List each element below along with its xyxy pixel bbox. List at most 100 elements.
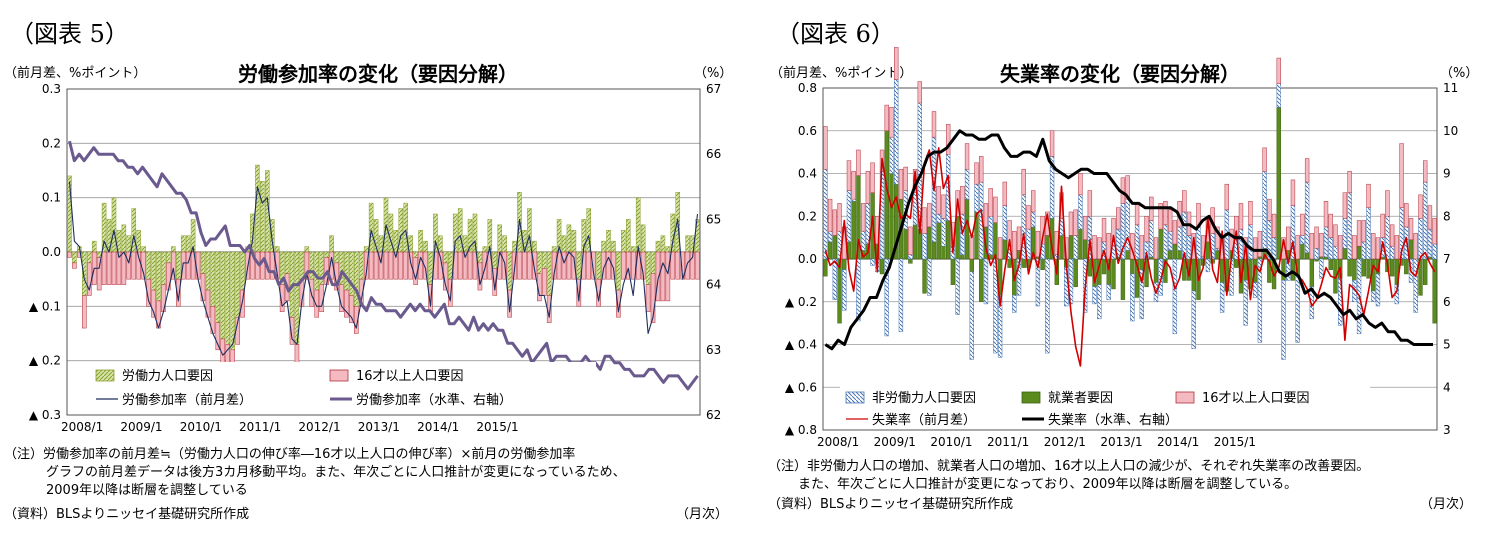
non-labor-force-bar (832, 258, 837, 300)
labor-force-bar (502, 235, 507, 253)
right-tick-label: 10 (1443, 124, 1458, 138)
age16-bar (1408, 218, 1414, 241)
figure-5-source: （資料）BLSよりニッセイ基礎研究所作成 (4, 507, 250, 522)
non-labor-force-bar (988, 216, 993, 255)
labor-force-bar (126, 235, 132, 253)
labor-force-bar (260, 181, 265, 253)
labor-force-bar (72, 251, 77, 264)
age16-bar (1049, 130, 1055, 157)
age16-bar (675, 251, 681, 280)
age16-bar (96, 257, 102, 291)
age16-bar (630, 251, 636, 280)
left-tick-label: ▲ 0.3 (29, 408, 61, 422)
non-labor-force-bar (1252, 282, 1258, 298)
labor-force-bar (151, 251, 156, 291)
age16-bar (151, 289, 156, 318)
employment-bar (1366, 258, 1371, 279)
age16-bar (482, 251, 488, 280)
age16-bar (269, 251, 275, 280)
x-tick-label: 2008/1 (61, 420, 103, 434)
employment-bar (1342, 248, 1348, 260)
age16-bar (1158, 203, 1163, 230)
legend-employment-label: 就業者要因 (1048, 390, 1113, 406)
figure-6-left-unit: （前月差、%ポイント） (770, 66, 913, 81)
x-tick-label: 2015/1 (1214, 435, 1256, 449)
left-tick-label: ▲ 0.1 (29, 299, 61, 313)
age16-bar (556, 251, 562, 280)
age16-bar (665, 251, 671, 302)
labor-force-bar (205, 251, 211, 291)
age16-bar (378, 251, 384, 280)
employment-bar (1423, 258, 1428, 285)
age16-bar (1432, 218, 1437, 245)
employment-bar (945, 220, 951, 260)
non-labor-force-bar (1427, 228, 1433, 258)
labor-force-bar (220, 251, 226, 340)
non-labor-force-bar (870, 258, 875, 266)
age16-bar (1021, 168, 1026, 196)
employment-bar (1149, 256, 1154, 260)
age16-bar (1366, 183, 1371, 208)
non-labor-force-bar (936, 213, 941, 223)
age16-bar (101, 251, 107, 285)
employment-bar (1177, 250, 1182, 260)
employment-bar (1068, 235, 1074, 260)
x-tick-label: 2011/1 (987, 435, 1029, 449)
figure-5-label: （図表 5） (10, 20, 129, 48)
non-labor-force-bar (997, 295, 1003, 358)
age16-bar (941, 194, 946, 219)
x-tick-label: 2014/1 (417, 420, 459, 434)
age16-bar (586, 251, 592, 280)
age16-bar (1073, 209, 1078, 236)
employment-bar (964, 198, 970, 260)
employment-bar (1309, 258, 1315, 288)
employment-bar (941, 245, 946, 260)
unemp-level-line (824, 129, 1433, 351)
age16-bar (1116, 207, 1121, 230)
age16-bar (1257, 230, 1263, 258)
labor-force-bar (611, 240, 616, 253)
legend-non-labor-force-swatch (845, 391, 865, 404)
labor-force-bar (438, 235, 443, 253)
age16-bar (527, 251, 532, 280)
age16-bar (1252, 237, 1258, 260)
labor-force-bar (344, 251, 349, 291)
non-labor-force-bar (851, 198, 856, 202)
age16-bar (472, 251, 478, 280)
age16-bar (289, 316, 295, 345)
labor-force-bar (418, 230, 423, 253)
x-tick-label: 2009/1 (120, 420, 162, 434)
age16-bar (126, 251, 132, 280)
age16-bar (195, 251, 201, 280)
x-tick-label: 2010/1 (930, 435, 972, 449)
non-labor-force-bar (908, 254, 913, 260)
age16-bar (655, 251, 661, 302)
left-tick-label: 0.3 (42, 82, 61, 96)
non-labor-force-bar (1078, 194, 1083, 230)
labor-force-bar (185, 235, 191, 253)
labor-force-bar (141, 246, 146, 253)
figure-5-note-3: 2009年以降は断層を調整している (46, 483, 248, 498)
age16-bar (1399, 143, 1404, 208)
right-tick-label: 67 (706, 82, 721, 96)
age16-bar (884, 104, 889, 131)
employment-bar (912, 224, 918, 260)
non-labor-force-bar (1012, 295, 1017, 313)
labor-force-bar (571, 230, 577, 253)
age16-bar (1002, 181, 1008, 206)
age16-bar (541, 268, 547, 296)
age16-bar (1068, 211, 1074, 236)
age16-bar (979, 156, 984, 183)
age16-bar (67, 251, 72, 258)
figure-6-right-unit: （%） (1440, 66, 1479, 81)
labor-force-bar (472, 213, 478, 253)
employment-bar (903, 228, 908, 260)
non-labor-force-bar (1167, 230, 1173, 251)
age16-bar (393, 251, 399, 280)
left-tick-label: ▲ 0.4 (785, 338, 817, 352)
labor-force-bar (443, 251, 448, 264)
employment-bar (1130, 258, 1135, 275)
left-tick-label: 0.1 (42, 191, 61, 205)
labor-force-bar (329, 235, 334, 253)
age16-bar (309, 278, 315, 307)
